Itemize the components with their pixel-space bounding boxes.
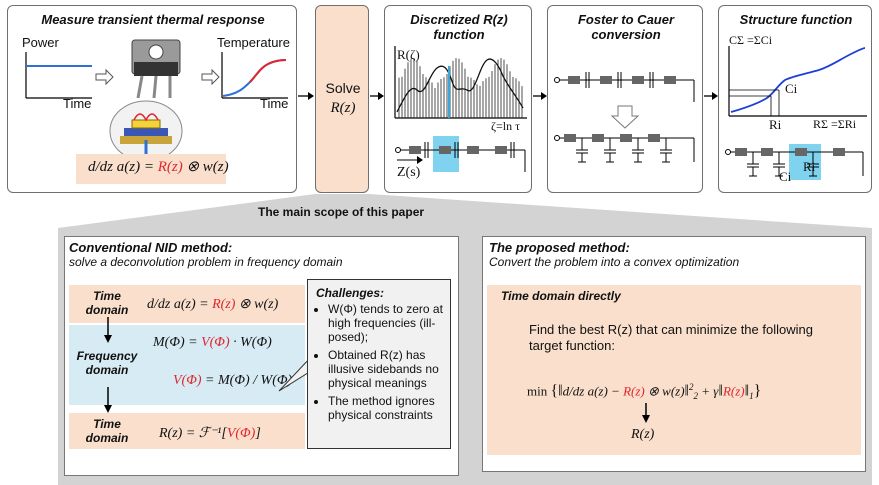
conv-eq1-lhs: d/dz a(z) = (147, 297, 213, 312)
measure-eq-rhs: ⊗ w(z) (182, 159, 229, 175)
conv-eq3-rhs: = M(Φ) / W(Φ) (201, 373, 293, 388)
conv-arrow-2 (104, 387, 112, 413)
structure-network (725, 148, 864, 177)
arrow-foster-to-structure (704, 92, 718, 100)
proposed-description: Find the best R(z) that can minimize the… (529, 322, 813, 353)
conv-eq2-lhs: M(Φ) = (153, 335, 202, 350)
structure-y-label: CΣ =ΣCi (729, 33, 773, 47)
structure-panel: Structure function CΣ =ΣCi Ci Ri RΣ =ΣRi… (718, 5, 872, 193)
measure-equation-box (76, 154, 226, 184)
conv-eq2: M(Φ) = V(Φ) · W(Φ) (153, 335, 272, 351)
challenge-item: The method ignores physical constraints (328, 394, 456, 422)
device-crosssection-image (109, 100, 183, 162)
measure-eq-lhs: d/dz a(z) = (88, 159, 158, 175)
conv-eq1-rhs: ⊗ w(z) (235, 297, 279, 312)
structure-function-plot (728, 46, 867, 117)
discretized-network (395, 142, 526, 172)
foster-network (554, 72, 695, 102)
conv-time-domain-2: Time domain (85, 417, 129, 445)
proposed-band-title: Time domain directly (501, 289, 621, 303)
discretized-x-label: ζ=ln τ (491, 119, 520, 133)
conv-time-band-1 (69, 285, 305, 323)
conv-eq4-rhs: ] (255, 426, 261, 441)
arrow-solve-to-discretized (370, 92, 384, 100)
solve-title: Solve (325, 80, 361, 96)
conv-eq2-rhs: · W(Φ) (229, 335, 272, 350)
structure-ri-box-label: Ri (803, 159, 816, 174)
conv-eq4-lhs: R(z) = ℱ⁻¹[ (159, 426, 227, 441)
formula-part-b: ⊗ w(z) (644, 383, 685, 399)
proposed-formula: min {‖d/dz a(z) − R(z) ⊗ w(z)‖22 + γ‖R(z… (527, 382, 762, 401)
conv-eq3-red: V(Φ) (173, 373, 202, 388)
measure-panel: Measure transient thermal response Power… (7, 5, 297, 193)
challenge-item: W(Φ) tends to zero at high frequencies (… (328, 302, 456, 344)
conv-eq3: V(Φ) = M(Φ) / W(Φ) (173, 373, 292, 389)
measure-eq-red: R(z) (157, 159, 183, 175)
structure-ci-label: Ci (785, 81, 798, 96)
conv-eq1: d/dz a(z) = R(z) ⊗ w(z) (147, 296, 278, 313)
formula-part-c: + γ (698, 383, 719, 399)
structure-x-label: RΣ =ΣRi (813, 117, 857, 131)
formula-red-1: R(z) (623, 383, 645, 399)
conv-time-domain-1: Time domain (85, 289, 129, 317)
foster-title-line1: Foster to Cauer (577, 12, 675, 27)
formula-part-a: d/dz a(z) − (562, 383, 624, 399)
conv-eq4: R(z) = ℱ⁻¹[V(Φ)] (159, 425, 261, 442)
proposed-subtitle: Convert the problem into a convex optimi… (489, 255, 740, 269)
discretized-y-label: R(ζ) (397, 47, 420, 62)
conv-frequency-domain: Frequency domain (76, 349, 138, 377)
challenges-title: Challenges: (316, 286, 385, 300)
solve-panel: Solve R(z) (315, 5, 369, 193)
conv-time-band-2 (69, 413, 305, 449)
arrow-discretized-to-foster (533, 92, 547, 100)
proposed-band (487, 285, 861, 455)
structure-title: Structure function (739, 12, 853, 27)
temperature-plot (221, 52, 288, 99)
discretized-title-line1: Discretized R(z) (410, 12, 508, 27)
scope-label: The main scope of this paper (258, 205, 425, 219)
conv-eq2-red: V(Φ) (201, 335, 230, 350)
proposed-panel: The proposed method: Convert the problem… (482, 236, 866, 472)
solve-subtitle: R(z) (330, 100, 356, 116)
challenges-box: Challenges: W(Φ) tends to zero at high f… (307, 279, 451, 449)
cauer-network (554, 134, 695, 163)
hollow-arrow-1 (95, 68, 114, 86)
temperature-time-label: Time (260, 96, 289, 111)
discretized-panel: Discretized R(z) function R(ζ) ζ=ln τ Z(… (384, 5, 532, 193)
formula-red-2: R(z) (722, 383, 745, 399)
arrow-measure-to-solve (298, 92, 314, 100)
challenges-pointer (278, 355, 312, 392)
foster-down-arrow (610, 105, 640, 129)
foster-panel: Foster to Cauer conversion (547, 5, 703, 193)
power-label: Power (22, 35, 59, 50)
challenges-list: W(Φ) tends to zero at high frequencies (… (308, 302, 456, 422)
conv-eq4-red: V(Φ) (226, 426, 256, 441)
proposed-down-arrow (642, 403, 650, 423)
challenge-item: Obtained R(z) has illusive sidebands no … (328, 348, 456, 390)
z-arrow (397, 156, 423, 164)
hollow-arrow-2 (201, 68, 220, 86)
conv-arrow-1 (104, 317, 112, 343)
conventional-subtitle: solve a deconvolution problem in frequen… (69, 255, 343, 269)
discretized-spectrum-plot (394, 46, 527, 119)
measure-equation: d/dz a(z) = R(z) ⊗ w(z) (88, 159, 229, 175)
proposed-title: The proposed method: (489, 240, 630, 255)
conventional-title: Conventional NID method: (69, 240, 233, 255)
discretized-z-label: Z(s) (397, 165, 421, 180)
transistor-device-image (131, 39, 181, 99)
proposed-result: R(z) (631, 427, 655, 442)
power-plot (25, 52, 92, 99)
temperature-label: Temperature (217, 35, 290, 50)
discretized-title-line2: function (433, 27, 485, 42)
measure-title: Measure transient thermal response (41, 12, 265, 27)
structure-ci-box-label: Ci (779, 169, 792, 184)
conv-eq1-red: R(z) (212, 297, 236, 312)
formula-min: min (527, 383, 548, 399)
foster-title-line2: conversion (591, 27, 661, 42)
structure-ri-label: Ri (769, 117, 782, 132)
conventional-panel: Conventional NID method: solve a deconvo… (64, 236, 459, 476)
power-time-label: Time (63, 96, 92, 111)
